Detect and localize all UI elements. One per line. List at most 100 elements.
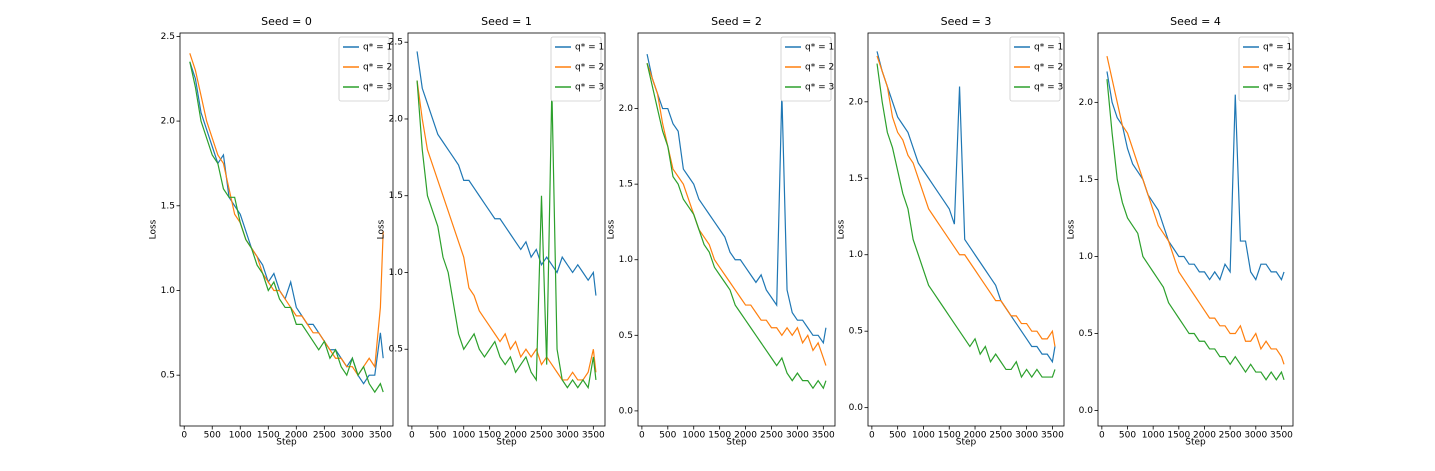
legend-label: q* = 1	[575, 43, 604, 53]
x-tick-label: 3500	[369, 431, 392, 441]
y-axis-label: Loss	[607, 219, 617, 239]
y-tick-label: 2.0	[849, 97, 864, 107]
subplot-title: Seed = 0	[261, 15, 312, 28]
loss-line	[416, 51, 597, 296]
legend-label: q* = 3	[363, 83, 392, 93]
x-tick-label: 500	[1119, 431, 1136, 441]
x-tick-label: 1500	[708, 431, 731, 441]
y-tick-label: 2.0	[161, 117, 176, 127]
x-axis-label: Step	[726, 438, 747, 448]
x-axis-label: Step	[1185, 438, 1206, 448]
legend-label: q* = 1	[805, 43, 834, 53]
loss-line	[1106, 55, 1285, 365]
x-tick-label: 3500	[1270, 431, 1293, 441]
y-tick-label: 1.0	[1079, 252, 1094, 262]
x-tick-label: 2500	[1219, 431, 1242, 441]
y-tick-label: 0.5	[849, 327, 863, 337]
y-tick-label: 1.5	[389, 191, 403, 201]
y-tick-label: 1.5	[619, 180, 633, 190]
axes-frame	[179, 32, 394, 427]
x-tick-label: 1000	[912, 431, 935, 441]
legend-label: q* = 2	[1034, 63, 1063, 73]
axes-frame	[867, 32, 1065, 427]
loss-line	[876, 51, 1056, 364]
subplot-title: Seed = 4	[1170, 15, 1221, 28]
x-tick-label: 0	[639, 431, 645, 441]
legend-label: q* = 2	[363, 63, 392, 73]
y-tick-label: 0.0	[619, 406, 634, 416]
x-tick-label: 500	[204, 431, 221, 441]
loss-line	[646, 63, 827, 366]
y-tick-label: 2.5	[389, 38, 403, 48]
legend-label: q* = 2	[805, 63, 834, 73]
x-tick-label: 0	[869, 431, 875, 441]
loss-line	[1106, 79, 1285, 381]
y-tick-label: 0.0	[1079, 406, 1094, 416]
y-tick-label: 0.5	[389, 345, 403, 355]
x-tick-label: 2000	[504, 431, 527, 441]
x-axis-label: Step	[496, 438, 517, 448]
loss-line	[416, 80, 597, 390]
x-tick-label: 0	[181, 431, 187, 441]
x-tick-label: 3000	[1015, 431, 1038, 441]
y-tick-label: 1.0	[389, 268, 404, 278]
loss-line	[416, 80, 597, 381]
x-tick-label: 3500	[812, 431, 835, 441]
legend-label: q* = 1	[1263, 43, 1292, 53]
loss-line	[876, 55, 1056, 347]
x-tick-label: 3000	[1244, 431, 1267, 441]
loss-line	[876, 63, 1056, 379]
x-tick-label: 1500	[257, 431, 280, 441]
x-tick-label: 1500	[938, 431, 961, 441]
x-tick-label: 1500	[1167, 431, 1190, 441]
y-tick-label: 0.0	[849, 403, 864, 413]
legend-label: q* = 3	[1034, 83, 1063, 93]
x-tick-label: 2500	[989, 431, 1012, 441]
axes-frame	[1097, 32, 1294, 427]
loss-line	[646, 63, 827, 390]
y-axis-label: Loss	[377, 219, 387, 239]
x-tick-label: 2500	[760, 431, 783, 441]
y-tick-label: 2.0	[389, 114, 404, 124]
x-tick-label: 500	[659, 431, 676, 441]
y-tick-label: 1.0	[619, 255, 634, 265]
legend-label: q* = 3	[575, 83, 604, 93]
y-axis-label: Loss	[837, 219, 847, 239]
legend-box	[780, 36, 832, 102]
legend-label: q* = 2	[1263, 63, 1292, 73]
legend-label: q* = 3	[1263, 83, 1292, 93]
x-tick-label: 2500	[530, 431, 553, 441]
subplot-title: Seed = 1	[481, 15, 532, 28]
x-tick-label: 1500	[478, 431, 501, 441]
x-tick-label: 1000	[682, 431, 705, 441]
y-tick-label: 1.0	[849, 250, 864, 260]
y-tick-label: 2.5	[161, 32, 175, 42]
legend-label: q* = 1	[363, 43, 392, 53]
loss-line	[189, 61, 384, 394]
x-tick-label: 2000	[285, 431, 308, 441]
x-tick-label: 2500	[313, 431, 336, 441]
x-tick-label: 2000	[964, 431, 987, 441]
x-tick-label: 3500	[1041, 431, 1064, 441]
axes-frame	[407, 32, 606, 427]
x-axis-label: Step	[956, 438, 977, 448]
subplot-title: Seed = 3	[941, 15, 992, 28]
axes-frame	[637, 32, 836, 427]
loss-line	[646, 54, 827, 345]
y-tick-label: 2.0	[619, 104, 634, 114]
loss-line	[1106, 71, 1285, 281]
y-tick-label: 1.5	[849, 174, 863, 184]
subplot-title: Seed = 2	[711, 15, 762, 28]
x-tick-label: 2000	[1193, 431, 1216, 441]
x-tick-label: 2000	[734, 431, 757, 441]
legend-box	[338, 36, 390, 102]
x-tick-label: 500	[429, 431, 446, 441]
loss-line	[189, 61, 384, 385]
x-tick-label: 1000	[229, 431, 252, 441]
y-tick-label: 2.0	[1079, 98, 1094, 108]
x-tick-label: 3000	[556, 431, 579, 441]
x-tick-label: 3500	[582, 431, 605, 441]
y-tick-label: 0.5	[161, 371, 175, 381]
y-tick-label: 1.0	[161, 286, 176, 296]
